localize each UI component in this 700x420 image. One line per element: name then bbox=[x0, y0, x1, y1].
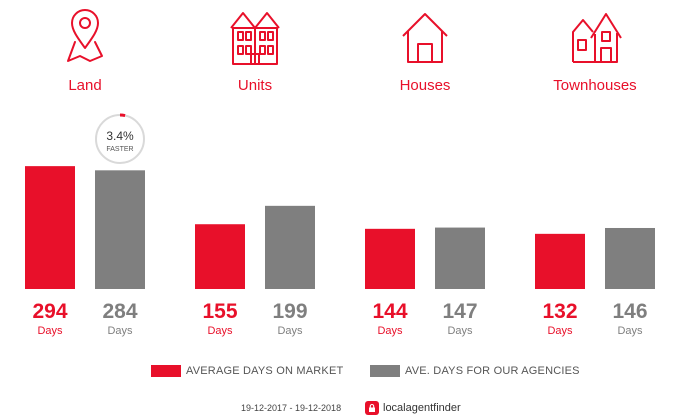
legend-swatch-market bbox=[151, 365, 181, 377]
unit-label: Days bbox=[617, 325, 643, 337]
category-label: Land bbox=[68, 77, 101, 94]
footer: 19-12-2017 - 19-12-2018 localagentfinder bbox=[0, 400, 700, 418]
unit-label: Days bbox=[547, 325, 573, 337]
faster-badge: 3.4% FASTER bbox=[95, 113, 145, 164]
value-label: 147 bbox=[442, 300, 477, 323]
unit-label: Days bbox=[107, 325, 133, 337]
value-label: 144 bbox=[372, 300, 407, 323]
value-label: 146 bbox=[612, 300, 647, 323]
brand-name: localagentfinder bbox=[383, 402, 461, 414]
value-label: 132 bbox=[542, 300, 577, 323]
date-range: 19-12-2017 - 19-12-2018 bbox=[241, 403, 342, 413]
category-label: Townhouses bbox=[553, 77, 636, 94]
unit-label: Days bbox=[447, 325, 473, 337]
value-label: 155 bbox=[202, 300, 237, 323]
category-label: Units bbox=[238, 77, 272, 94]
unit-label: Days bbox=[37, 325, 63, 337]
legend: AVERAGE DAYS ON MARKET AVE. DAYS FOR OUR… bbox=[0, 365, 700, 379]
lock-icon bbox=[365, 401, 379, 415]
market-bar bbox=[25, 166, 75, 289]
brand-logo[interactable]: localagentfinder bbox=[365, 400, 461, 416]
unit-label: Days bbox=[377, 325, 403, 337]
agency-bar bbox=[95, 170, 145, 289]
land-pin-icon bbox=[67, 9, 103, 62]
market-bar bbox=[365, 228, 415, 289]
unit-label: Days bbox=[277, 325, 303, 337]
value-label: 284 bbox=[102, 300, 137, 323]
agency-bar bbox=[265, 205, 315, 289]
value-label: 294 bbox=[32, 300, 67, 323]
legend-swatch-agency bbox=[370, 365, 400, 377]
badge-progress-arc bbox=[119, 113, 126, 118]
market-bar bbox=[195, 224, 245, 289]
comparison-chart: Land Units Houses Townhouses 294 Days 155 Days 1… bbox=[25, 9, 655, 337]
badge-label: FASTER bbox=[106, 146, 133, 153]
house-icon bbox=[402, 13, 448, 63]
market-bar bbox=[535, 233, 585, 289]
townhouses-icon bbox=[572, 13, 622, 63]
unit-label: Days bbox=[207, 325, 233, 337]
legend-label-market: AVERAGE DAYS ON MARKET bbox=[186, 365, 344, 377]
agency-bar bbox=[605, 227, 655, 289]
badge-value: 3.4% bbox=[106, 129, 134, 143]
category-label: Houses bbox=[400, 77, 451, 94]
agency-bar bbox=[435, 227, 485, 289]
value-label: 199 bbox=[272, 300, 307, 323]
legend-label-agency: AVE. DAYS FOR OUR AGENCIES bbox=[405, 365, 580, 377]
units-building-icon bbox=[230, 12, 280, 65]
